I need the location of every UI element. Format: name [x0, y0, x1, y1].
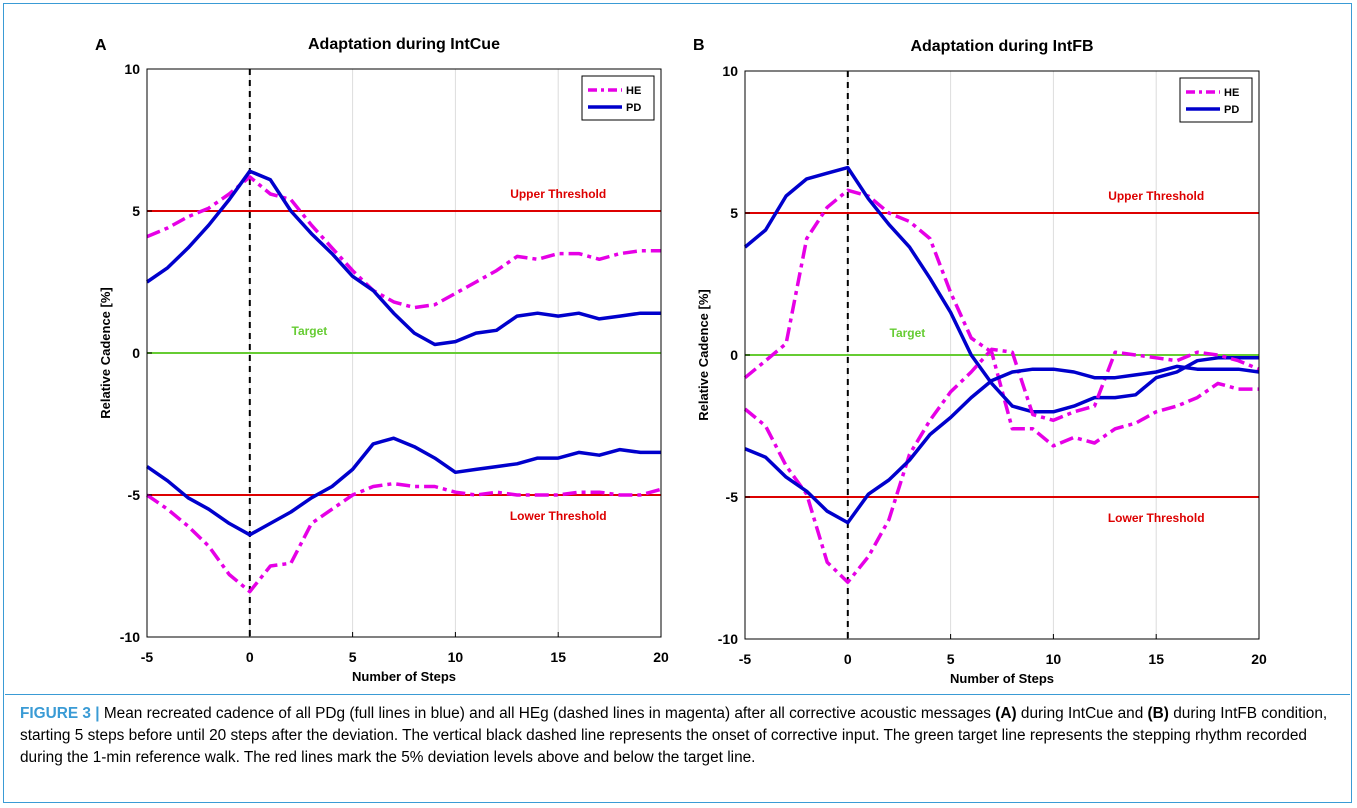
x-axis-label-a: Number of Steps [352, 669, 456, 684]
y-axis-label-b: Relative Cadence [%] [696, 289, 711, 421]
x-tick-label-a: 5 [349, 649, 357, 665]
x-axis-label-b: Number of Steps [950, 671, 1054, 686]
x-tick-label-a: 15 [550, 649, 566, 665]
upper-threshold-label-a: Upper Threshold [510, 187, 606, 201]
figure-label: FIGURE 3 | [20, 705, 100, 722]
x-tick-label-b: 0 [844, 651, 852, 667]
y-tick-label-b: 5 [730, 205, 738, 221]
x-tick-label-a: 10 [448, 649, 464, 665]
series-he-upper-a [146, 175, 661, 310]
caption-ref-a: (A) [995, 705, 1017, 722]
y-tick-label-b: 0 [730, 347, 738, 363]
lower-threshold-label-b: Lower Threshold [1108, 511, 1205, 525]
y-tick-label-a: 10 [124, 61, 140, 77]
caption-text-1: Mean recreated cadence of all PDg (full … [99, 705, 996, 722]
lower-threshold-label-a: Lower Threshold [510, 509, 607, 523]
x-tick-label-b: 15 [1148, 651, 1164, 667]
legend-label-pd-a: PD [626, 102, 641, 114]
y-tick-label-a: 5 [132, 203, 140, 219]
target-label-b: Target [890, 326, 926, 340]
x-tick-label-b: 5 [947, 651, 955, 667]
legend-label-he-a: HE [626, 85, 641, 97]
figure-frame [3, 3, 1352, 803]
y-tick-label-b: -10 [718, 631, 738, 647]
legend-box-b [1179, 77, 1253, 123]
x-tick-label-b: 20 [1251, 651, 1267, 667]
caption-text-3: during IntFB condition, starting 5 steps… [20, 705, 1328, 766]
x-tick-label-b: -5 [739, 651, 752, 667]
x-tick-label-b: 10 [1046, 651, 1062, 667]
series-pd-lower-b [744, 364, 1260, 525]
y-tick-label-a: -10 [120, 629, 140, 645]
series-he-upper-b [743, 188, 1259, 448]
y-axis-label-a: Relative Cadence [%] [98, 287, 113, 419]
chart-title-a: Adaptation during IntCue [308, 36, 500, 53]
caption-text-2: during IntCue and [1016, 705, 1148, 722]
series-pd-upper-b [743, 165, 1259, 414]
x-tick-label-a: -5 [141, 649, 154, 665]
target-label-a: Target [292, 324, 328, 338]
y-tick-label-b: 10 [722, 63, 738, 79]
legend-label-he-b: HE [1224, 87, 1239, 99]
x-tick-label-a: 0 [246, 649, 254, 665]
caption-ref-b: (B) [1147, 705, 1169, 722]
legend-box-a [581, 75, 655, 121]
upper-threshold-label-b: Upper Threshold [1108, 189, 1204, 203]
y-tick-label-b: -5 [726, 489, 739, 505]
caption-divider [5, 694, 1350, 695]
chart-title-b: Adaptation during IntFB [910, 38, 1093, 55]
y-tick-label-a: 0 [132, 345, 140, 361]
legend-label-pd-b: PD [1224, 104, 1239, 116]
panel-label-b: B [693, 37, 705, 54]
x-tick-label-a: 20 [653, 649, 669, 665]
panel-label-a: A [95, 37, 107, 54]
series-pd-lower-a [146, 436, 661, 537]
series-pd-upper-a [146, 169, 661, 347]
figure-caption: FIGURE 3 | Mean recreated cadence of all… [20, 703, 1340, 769]
y-tick-label-a: -5 [128, 487, 141, 503]
series-he-lower-a [146, 481, 662, 594]
